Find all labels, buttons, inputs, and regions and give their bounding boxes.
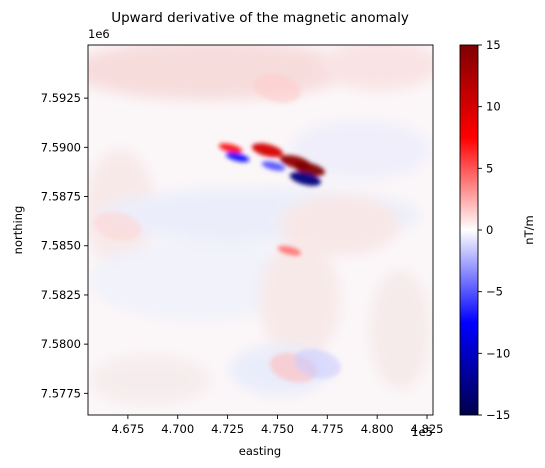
- y-axis-label: northing: [11, 206, 25, 255]
- x-tick-label: 4.825: [411, 422, 444, 436]
- y-tick-label: 7.5775: [41, 386, 81, 400]
- anomaly-0: [218, 143, 243, 154]
- colorbar-tick-label: 15: [486, 38, 501, 52]
- y-tick-label: 7.5850: [41, 239, 81, 253]
- colorbar-ticks: −15 −10 −5 0 5 10 15: [478, 38, 510, 422]
- x-tick-label: 4.800: [361, 422, 394, 436]
- anomaly-5: [261, 161, 286, 171]
- anomaly-9: [253, 73, 301, 104]
- colorbar-tick-label: −5: [486, 285, 503, 299]
- x-tick-label: 4.750: [261, 422, 294, 436]
- colorbar-tick-label: −15: [486, 408, 510, 422]
- y-tick-label: 7.5875: [41, 190, 81, 204]
- x-tick-label: 4.725: [211, 422, 244, 436]
- x-tick-label: 4.775: [311, 422, 344, 436]
- colorbar: [459, 44, 479, 416]
- x-tick-label: 4.675: [111, 422, 144, 436]
- y-tick-label: 7.5900: [41, 140, 81, 154]
- chart-title: Upward derivative of the magnetic anomal…: [111, 10, 409, 26]
- colorbar-tick-label: 0: [486, 223, 493, 237]
- y-tick-label: 7.5925: [41, 91, 81, 105]
- anomaly-1: [251, 143, 284, 158]
- y-tick-label: 7.5825: [41, 288, 81, 302]
- x-offset-label: 1e5: [411, 425, 433, 439]
- anomaly-6: [289, 171, 321, 186]
- colorbar-tick-label: −10: [486, 346, 510, 360]
- colorbar-tick-label: 10: [486, 100, 501, 114]
- anomaly-7: [277, 245, 302, 256]
- anomaly-layer: [94, 73, 341, 383]
- plot-frame: [87, 44, 434, 416]
- y-tick-label: 7.5800: [41, 337, 81, 351]
- x-tick-label: 4.700: [161, 422, 194, 436]
- colorbar-label: nT/m: [522, 215, 536, 244]
- colorbar-tick-label: 5: [486, 161, 493, 175]
- anomaly-4: [225, 152, 250, 163]
- heatmap-field: [88, 45, 433, 415]
- x-axis: 4.675 4.700 4.725 4.750 4.775 4.800 4.825: [111, 415, 443, 436]
- y-offset-label: 1e6: [88, 27, 110, 41]
- x-axis-label: easting: [239, 444, 281, 458]
- anomaly-11: [94, 211, 142, 241]
- anomaly-10: [293, 349, 341, 379]
- y-axis: 7.5775 7.5800 7.5825 7.5850 7.5875 7.5900 7.59…: [41, 91, 88, 400]
